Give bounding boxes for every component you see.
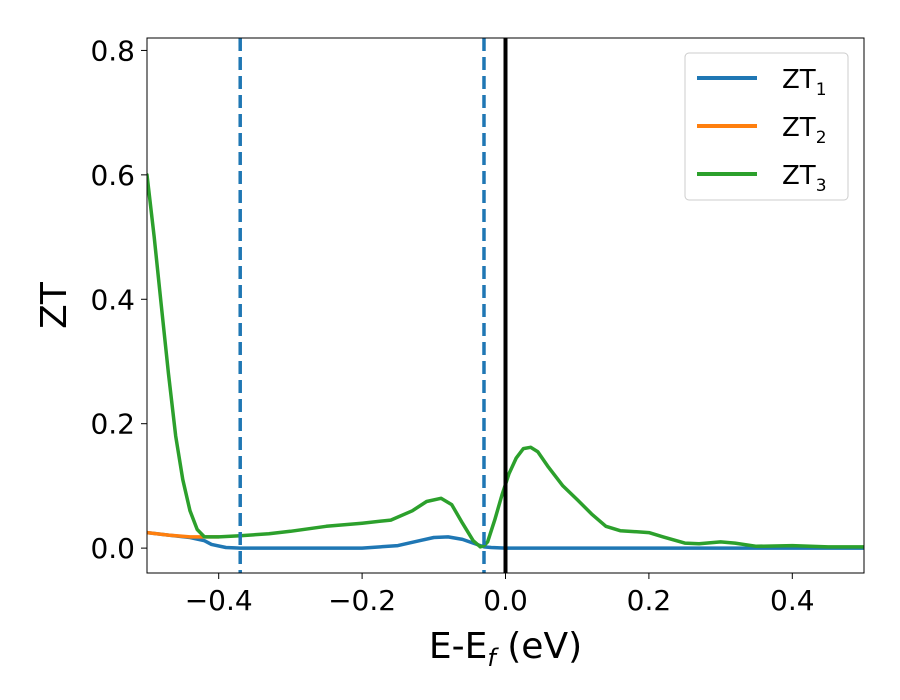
x-tick-label-4: 0.4 <box>770 584 815 617</box>
legend: ZT1 ZT2 ZT3 <box>684 52 849 201</box>
legend-box <box>684 52 849 201</box>
x-tick-label-3: 0.2 <box>627 584 672 617</box>
y-tick-label-2: 0.4 <box>90 283 135 316</box>
legend-items: ZT1 ZT2 ZT3 <box>697 65 827 196</box>
y-tick-label-4: 0.8 <box>90 34 135 67</box>
legend-label-2: ZT2 <box>782 113 827 148</box>
series-line-zt3 <box>147 173 864 549</box>
series-line-zt1 <box>147 530 864 550</box>
ticks-layer: −0.4 −0.2 0.0 0.2 0.4 0.0 0.2 0.4 0.6 0.8 <box>90 34 814 617</box>
series-layer <box>147 173 864 550</box>
y-axis-label: ZT <box>34 281 75 329</box>
y-tick-label-3: 0.6 <box>90 159 135 192</box>
x-tick-label-1: −0.2 <box>328 584 396 617</box>
x-tick-label-2: 0.0 <box>483 584 528 617</box>
legend-label-1: ZT1 <box>782 65 827 100</box>
reference-lines-layer <box>238 38 508 573</box>
legend-label-3: ZT3 <box>782 161 827 196</box>
x-tick-label-0: −0.4 <box>185 584 253 617</box>
y-tick-label-0: 0.0 <box>90 532 135 565</box>
x-axis-label: E-Ef (eV) <box>429 626 582 672</box>
x-axis-label-unit: (eV) <box>496 626 582 667</box>
y-tick-label-1: 0.2 <box>90 408 135 441</box>
x-axis-label-main: E-E <box>429 626 487 667</box>
